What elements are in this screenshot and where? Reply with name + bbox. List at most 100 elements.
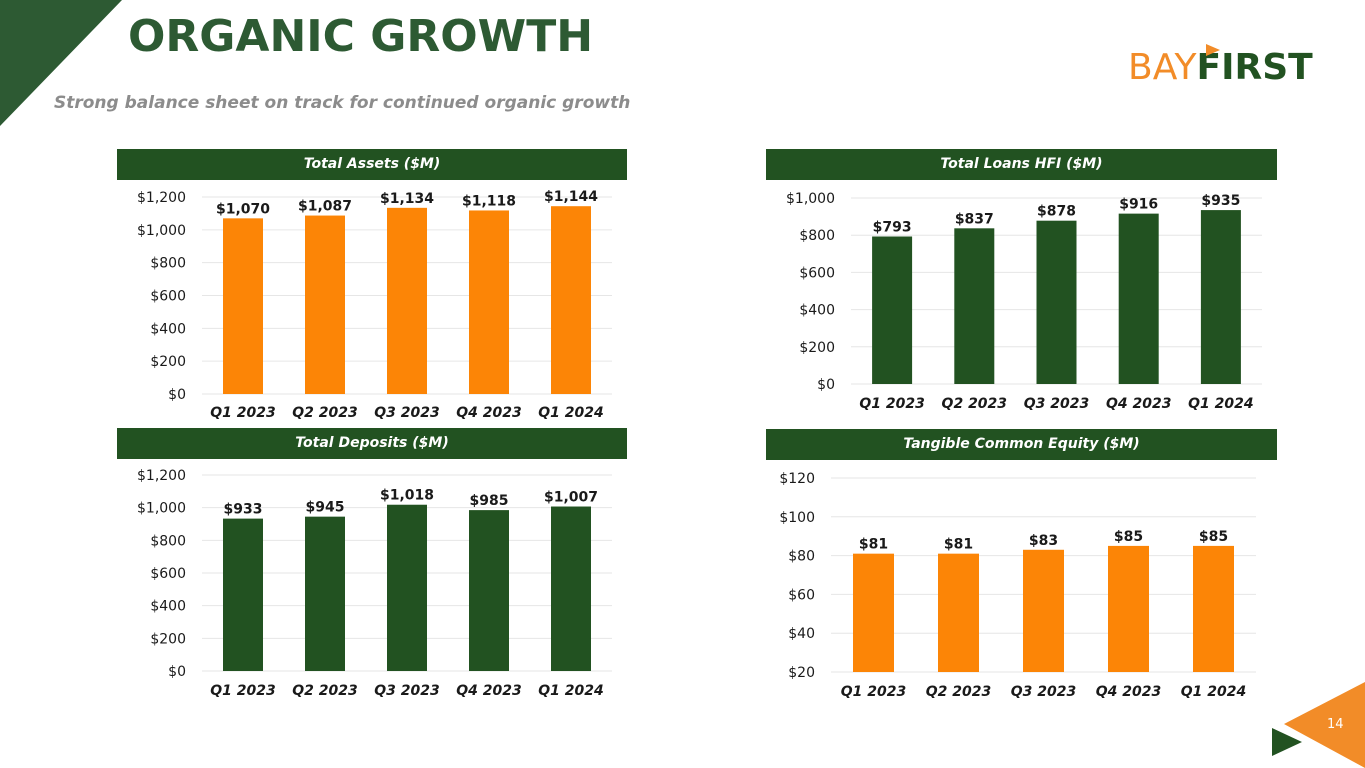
bar (938, 553, 979, 672)
y-tick-label: $0 (168, 387, 186, 403)
total-assets-chart: $0 $200 $400 $600 $800 $1,000 $1,200 $1,070 Q1 2… (137, 189, 612, 421)
bar (223, 518, 263, 671)
data-label: $85 (1114, 529, 1143, 545)
y-tick-label: $80 (788, 549, 815, 565)
x-tick-label: Q1 2024 (538, 683, 603, 699)
data-label: $85 (1199, 529, 1228, 545)
bar (551, 506, 591, 671)
bayfirst-logo: BAYFIRST (1128, 48, 1313, 88)
y-tick-label: $120 (779, 471, 815, 487)
page-number: 14 (1327, 717, 1344, 732)
y-tick-label: $200 (799, 340, 835, 356)
x-tick-label: Q4 2023 (1106, 396, 1171, 412)
y-tick-label: $600 (150, 289, 186, 305)
y-tick-label: $1,000 (137, 501, 186, 517)
data-label: $1,134 (380, 191, 434, 207)
data-label: $1,018 (380, 488, 434, 504)
data-label: $916 (1119, 197, 1158, 213)
y-tick-label: $1,200 (137, 468, 186, 484)
bar (853, 553, 894, 672)
bar (1036, 220, 1077, 384)
page-title: ORGANIC GROWTH (128, 11, 594, 62)
x-tick-label: Q3 2023 (1024, 396, 1089, 412)
x-tick-label: Q4 2023 (1096, 684, 1161, 700)
x-tick-label: Q4 2023 (456, 405, 521, 421)
total-deposits-chart: $0 $200 $400 $600 $800 $1,000 $1,200 $933 Q1 202… (137, 468, 612, 699)
bar (387, 504, 427, 671)
y-tick-label: $600 (150, 566, 186, 582)
y-tick-label: $40 (788, 626, 815, 642)
y-tick-label: $400 (799, 303, 835, 319)
x-tick-label: Q1 2024 (1181, 684, 1246, 700)
data-label: $1,007 (544, 490, 598, 506)
data-label: $985 (470, 493, 509, 509)
y-tick-label: $100 (779, 510, 815, 526)
y-tick-label: $200 (150, 354, 186, 370)
y-tick-label: $800 (799, 228, 835, 244)
y-tick-label: $200 (150, 631, 186, 647)
data-label: $81 (944, 537, 973, 553)
logo-text-bay: BAY (1128, 47, 1197, 88)
x-tick-label: Q1 2024 (1188, 396, 1253, 412)
x-tick-label: Q3 2023 (374, 405, 439, 421)
data-label: $878 (1037, 204, 1076, 220)
total-loans-header: Total Loans HFI ($M) (766, 149, 1277, 180)
data-label: $945 (306, 500, 345, 516)
bar (1200, 210, 1241, 384)
bar (1118, 213, 1159, 384)
x-tick-label: Q4 2023 (456, 683, 521, 699)
data-label: $83 (1029, 533, 1058, 549)
bar (1193, 545, 1234, 672)
y-tick-label: $60 (788, 587, 815, 603)
data-label: $81 (859, 537, 888, 553)
data-label: $793 (873, 220, 912, 236)
x-tick-label: Q1 2023 (859, 396, 924, 412)
y-tick-label: $400 (150, 599, 186, 615)
tangible-equity-header: Tangible Common Equity ($M) (766, 429, 1277, 460)
bar (305, 516, 345, 671)
x-tick-label: Q2 2023 (942, 396, 1007, 412)
x-tick-label: Q2 2023 (926, 684, 991, 700)
x-tick-label: Q3 2023 (374, 683, 439, 699)
data-label: $837 (955, 211, 994, 227)
bar (469, 510, 509, 671)
tangible-equity-chart: $20 $40 $60 $80 $100 $120 $81 Q1 2023 $81 Q2 2023… (779, 471, 1256, 700)
bar (1108, 545, 1149, 672)
bar (387, 207, 427, 394)
page-subtitle: Strong balance sheet on track for contin… (54, 93, 631, 113)
y-tick-label: $1,000 (786, 191, 835, 207)
y-tick-label: $800 (150, 533, 186, 549)
x-tick-label: Q1 2024 (538, 405, 603, 421)
data-label: $935 (1201, 193, 1240, 209)
data-label: $1,087 (298, 199, 352, 215)
data-label: $1,144 (544, 189, 598, 205)
logo-arrow-icon (1206, 44, 1220, 56)
x-tick-label: Q3 2023 (1011, 684, 1076, 700)
bar (469, 210, 509, 394)
logo-text-first: FIRST (1196, 47, 1313, 88)
x-tick-label: Q1 2023 (210, 683, 275, 699)
y-tick-label: $20 (788, 665, 815, 681)
x-tick-label: Q2 2023 (292, 683, 357, 699)
data-label: $933 (224, 502, 263, 518)
y-tick-label: $600 (799, 265, 835, 281)
data-label: $1,070 (216, 201, 270, 217)
y-tick-label: $1,000 (137, 223, 186, 239)
bar (223, 218, 263, 394)
bar (954, 228, 995, 384)
total-loans-chart: $0 $200 $400 $600 $800 $1,000 $793 Q1 2023 $837 Q… (786, 191, 1262, 412)
y-tick-label: $400 (150, 321, 186, 337)
corner-triangle-decoration (0, 0, 122, 126)
y-tick-label: $800 (150, 256, 186, 272)
y-tick-label: $1,200 (137, 190, 186, 206)
x-tick-label: Q1 2023 (210, 405, 275, 421)
x-tick-label: Q2 2023 (292, 405, 357, 421)
y-tick-label: $0 (168, 664, 186, 680)
y-tick-label: $0 (817, 377, 835, 393)
x-tick-label: Q1 2023 (841, 684, 906, 700)
corner-arrow-decoration (1272, 682, 1365, 768)
data-label: $1,118 (462, 193, 516, 209)
bar (305, 215, 345, 394)
total-assets-header: Total Assets ($M) (117, 149, 627, 180)
total-deposits-header: Total Deposits ($M) (117, 428, 627, 459)
